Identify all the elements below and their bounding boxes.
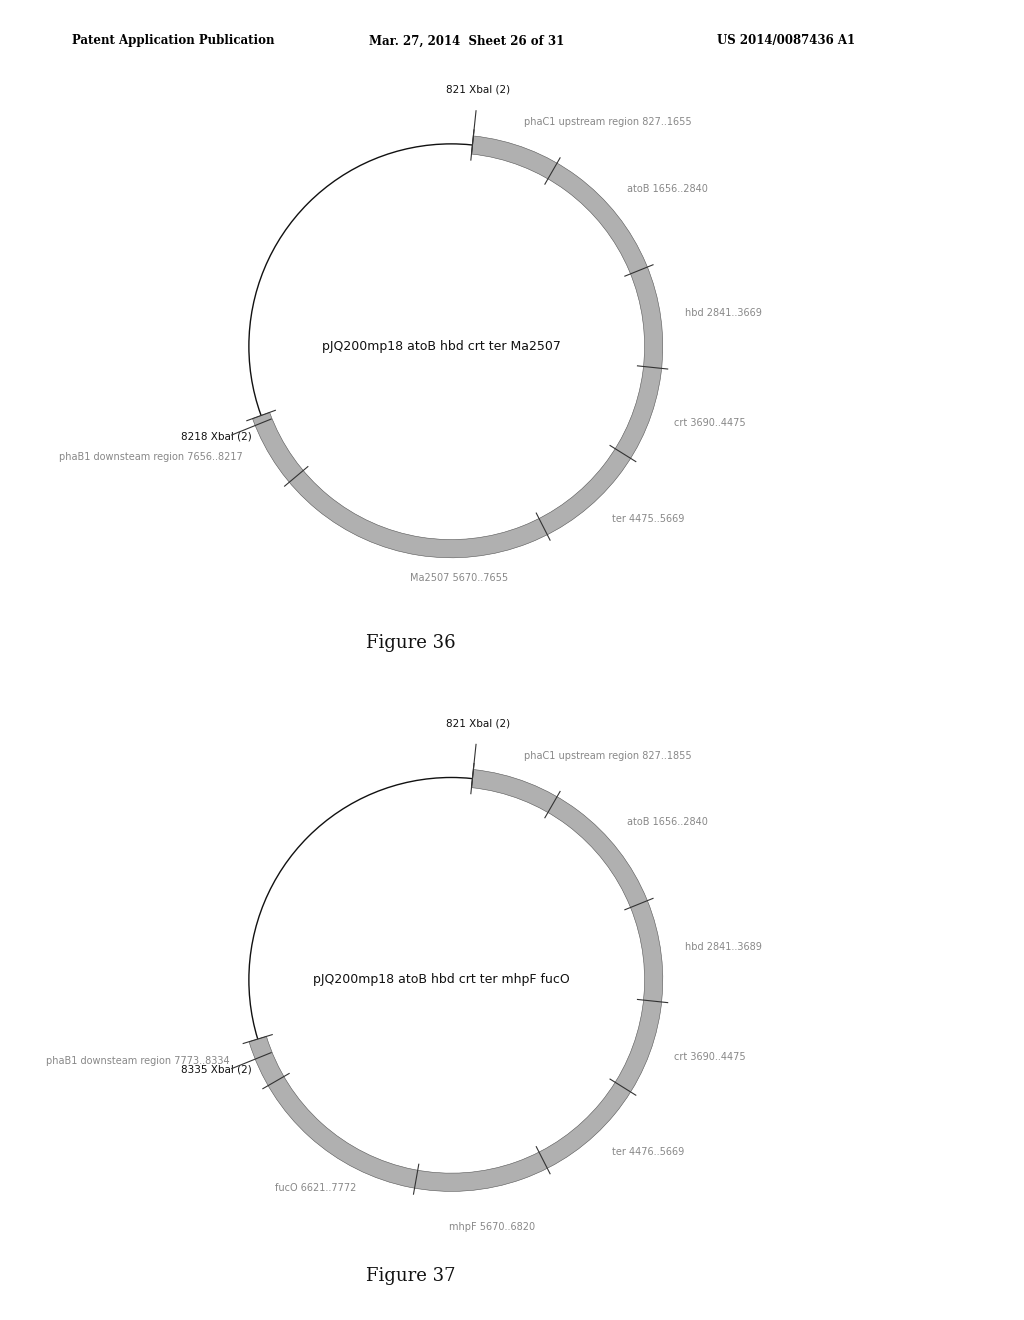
Text: ter 4476..5669: ter 4476..5669 — [612, 1147, 684, 1158]
Text: 8335 XbaI (2): 8335 XbaI (2) — [181, 1065, 252, 1074]
Wedge shape — [249, 770, 663, 1192]
Text: crt 3690..4475: crt 3690..4475 — [674, 418, 745, 428]
Text: hbd 2841..3669: hbd 2841..3669 — [685, 309, 762, 318]
Text: atoB 1656..2840: atoB 1656..2840 — [627, 183, 708, 194]
Text: fucO 6621..7772: fucO 6621..7772 — [275, 1183, 356, 1193]
Text: pJQ200mp18 atoB hbd crt ter Ma2507: pJQ200mp18 atoB hbd crt ter Ma2507 — [322, 339, 560, 352]
Text: US 2014/0087436 A1: US 2014/0087436 A1 — [717, 34, 855, 48]
Text: hbd 2841..3689: hbd 2841..3689 — [685, 942, 762, 952]
Text: phaB1 downsteam region 7773..8334: phaB1 downsteam region 7773..8334 — [46, 1056, 229, 1065]
Wedge shape — [253, 136, 663, 558]
Text: ter 4475..5669: ter 4475..5669 — [612, 513, 684, 524]
Text: mhpF 5670..6820: mhpF 5670..6820 — [450, 1222, 536, 1232]
Text: phaC1 upstream region 827..1855: phaC1 upstream region 827..1855 — [524, 751, 692, 760]
Text: pJQ200mp18 atoB hbd crt ter mhpF fucO: pJQ200mp18 atoB hbd crt ter mhpF fucO — [312, 973, 569, 986]
Text: 8218 XbaI (2): 8218 XbaI (2) — [181, 432, 252, 441]
Text: Mar. 27, 2014  Sheet 26 of 31: Mar. 27, 2014 Sheet 26 of 31 — [369, 34, 564, 48]
Text: 821 XbaI (2): 821 XbaI (2) — [445, 84, 510, 95]
Text: Ma2507 5670..7655: Ma2507 5670..7655 — [411, 573, 509, 583]
Text: 821 XbaI (2): 821 XbaI (2) — [445, 718, 510, 729]
Text: atoB 1656..2840: atoB 1656..2840 — [627, 817, 708, 828]
Text: crt 3690..4475: crt 3690..4475 — [674, 1052, 745, 1061]
Text: phaC1 upstream region 827..1655: phaC1 upstream region 827..1655 — [524, 117, 692, 127]
Text: Patent Application Publication: Patent Application Publication — [72, 34, 274, 48]
Text: phaB1 downsteam region 7656..8217: phaB1 downsteam region 7656..8217 — [59, 451, 243, 462]
Text: Figure 36: Figure 36 — [366, 634, 456, 652]
Text: Figure 37: Figure 37 — [366, 1267, 456, 1286]
